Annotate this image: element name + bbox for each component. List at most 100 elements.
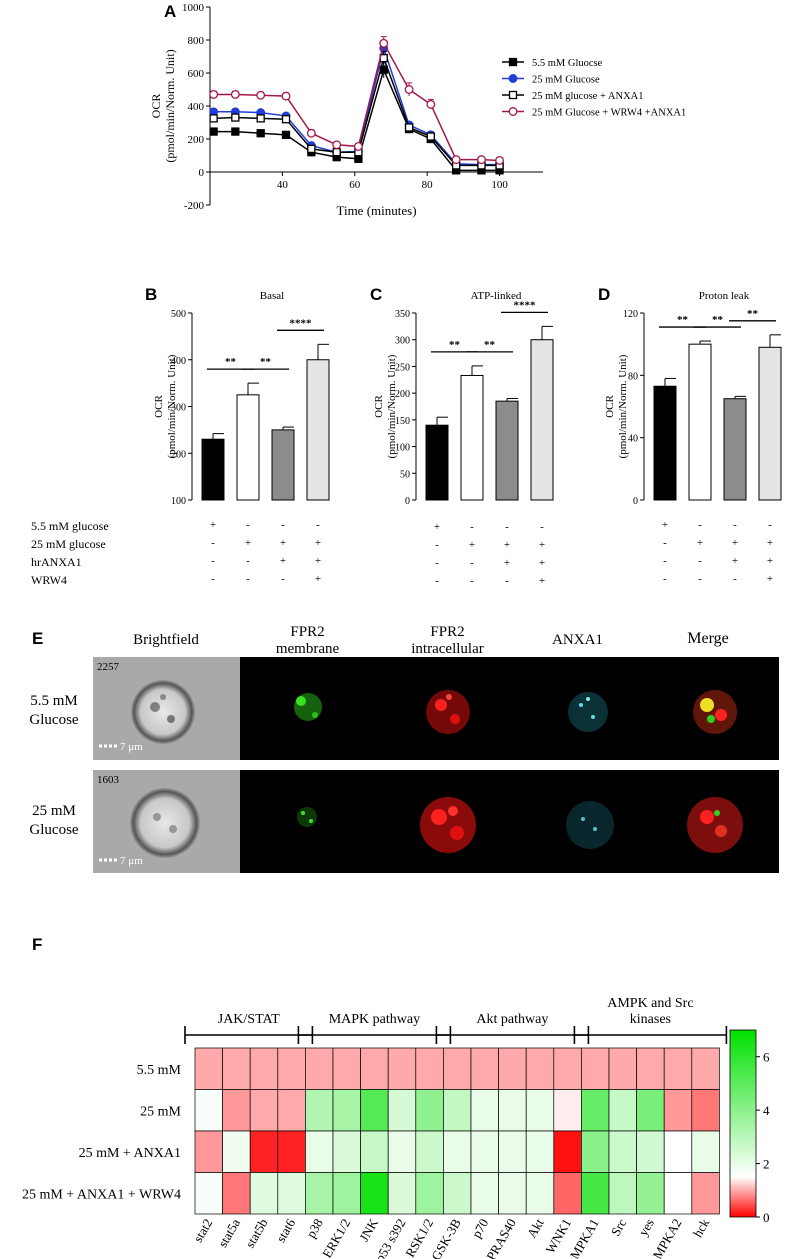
heatmap-cell [415, 1089, 444, 1132]
data-point [451, 155, 461, 165]
fpr2-membrane-signal-2 [297, 807, 317, 827]
heatmap-cell [360, 1047, 389, 1090]
heatmap-cell [277, 1172, 306, 1215]
significance-label: **** [290, 317, 313, 329]
data-point [209, 127, 218, 136]
condition-sign: - [663, 555, 667, 567]
scale-bar-label-1: 7 μm [120, 741, 143, 753]
heatmap-column-label: p38 [303, 1216, 326, 1240]
condition-sign: - [470, 557, 474, 569]
data-point [281, 91, 291, 101]
heatmap-cell [387, 1047, 417, 1090]
significance-label: ** [747, 308, 759, 320]
x-tick-label: 80 [422, 179, 434, 191]
heatmap-cell [470, 1089, 499, 1132]
data-point [209, 114, 218, 123]
col-title-fpr2-intracellular: FPR2 intracellular [411, 624, 484, 657]
condition-label-hranxa1: hrANXA1 [31, 555, 82, 569]
y-tick-label: 100 [171, 496, 186, 507]
data-point [426, 99, 436, 109]
anxa1-signal-1 [568, 692, 608, 732]
data-point [307, 144, 316, 154]
data-point [281, 130, 291, 140]
data-point [353, 141, 363, 151]
condition-sign: + [538, 557, 546, 569]
colorbar-tick-label: 4 [763, 1103, 770, 1118]
heatmap-cell [332, 1172, 361, 1215]
heatmap-cell [222, 1047, 251, 1090]
heatmap-cell [470, 1172, 499, 1215]
heatmap-cell [332, 1089, 361, 1132]
y-tick-label: 0 [633, 496, 638, 507]
y-tick-label: 80 [628, 371, 638, 382]
heatmap-column-label: stat5b [242, 1216, 271, 1250]
atp-linked-bar-chart: ATP-linked 0 50 100 150 200 250 300 350 OCR (pmol/… [373, 290, 554, 507]
data-point [256, 129, 265, 138]
y-tick-label: 600 [188, 68, 205, 80]
condition-sign: - [470, 575, 474, 587]
condition-sign: + [661, 519, 669, 531]
y-tick-label: 1000 [182, 2, 205, 14]
heatmap-column-label: Src [608, 1216, 630, 1239]
heatmap-cell [443, 1089, 472, 1132]
proton-leak-bar-chart: Proton leak 0 40 80 120 OCR (pmol/min/Norm. Un… [604, 290, 782, 507]
condition-sign: + [279, 537, 287, 549]
legend-label: 25 mM glucose + ANXA1 [532, 91, 644, 102]
legend-marker [508, 107, 518, 116]
condition-sign: - [663, 537, 667, 549]
merge-signal-2 [687, 797, 743, 853]
significance-label: ** [225, 356, 237, 368]
condition-sign: + [503, 539, 511, 551]
heatmap-cell [553, 1130, 582, 1173]
condition-sign: + [538, 575, 546, 587]
condition-sign: - [211, 537, 215, 549]
heatmap-column-label: yes [635, 1216, 657, 1239]
group-label: JAK/STAT [218, 1012, 280, 1027]
data-point [477, 155, 486, 165]
cell-id-2: 1603 [97, 774, 120, 786]
heatmap-cell [194, 1172, 223, 1215]
heatmap-cell [222, 1130, 251, 1173]
heatmap-cell [443, 1172, 472, 1215]
data-point [231, 113, 240, 122]
y-tick-label: 400 [188, 101, 205, 113]
heatmap-cell [636, 1089, 665, 1132]
heatmap-cell [691, 1130, 720, 1173]
condition-sign: - [281, 519, 285, 531]
heatmap-column-label: Akt [524, 1216, 547, 1241]
heatmap-cell [387, 1089, 417, 1132]
heatmap-column-label: hck [690, 1216, 713, 1240]
heatmap-cell [387, 1130, 417, 1173]
chart-title: ATP-linked [471, 290, 522, 302]
heatmap-cell [691, 1089, 720, 1132]
x-tick-label: 40 [277, 179, 289, 191]
data-point [281, 115, 291, 124]
y-tick-label: 200 [395, 389, 410, 400]
heatmap-cell [387, 1172, 417, 1215]
condition-sign: - [505, 575, 509, 587]
group-label: kinases [630, 1012, 671, 1027]
heatmap-column-label: ERK1/2 [319, 1216, 353, 1259]
condition-sign: - [281, 573, 285, 585]
heatmap-cell [636, 1047, 665, 1090]
heatmap-row-label: 5.5 mM [137, 1063, 182, 1078]
heatmap-cell [332, 1047, 361, 1090]
data-point [256, 90, 266, 100]
condition-sign: - [211, 573, 215, 585]
y-tick-label: 400 [171, 356, 186, 367]
heatmap-row-label: 25 mM + ANXA1 + WRW4 [22, 1187, 181, 1202]
heatmap-cell [249, 1047, 279, 1090]
heatmap-cell [443, 1047, 472, 1090]
heatmap-cell [581, 1089, 610, 1132]
panel-letter-d: D [598, 285, 611, 304]
heatmap-column-label: JNK [356, 1215, 381, 1244]
condition-sign: + [244, 537, 252, 549]
imaging-strip: 2257 7 μm 1603 7 μm [93, 657, 779, 873]
y-tick-label: 200 [188, 134, 205, 146]
heatmap-cell [415, 1172, 444, 1215]
heatmap-cell [277, 1130, 306, 1173]
condition-sign: - [246, 573, 250, 585]
heatmap-cell [608, 1130, 637, 1173]
heatmap-cell [415, 1047, 444, 1090]
data-point [426, 132, 435, 141]
